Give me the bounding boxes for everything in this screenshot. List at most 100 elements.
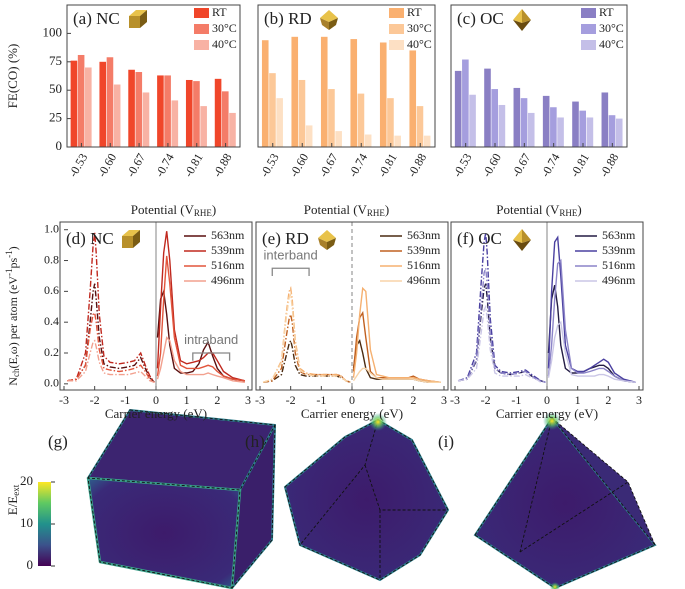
bar bbox=[77, 54, 85, 147]
electron-curve bbox=[352, 367, 441, 383]
x-tick-label: -0.81 bbox=[181, 151, 206, 180]
bar bbox=[85, 67, 92, 147]
x-tick-label: -1 bbox=[511, 393, 521, 407]
bar bbox=[229, 112, 236, 147]
bar bbox=[364, 134, 372, 147]
x-tick-label: -0.74 bbox=[538, 151, 563, 180]
hole-curve bbox=[262, 338, 351, 383]
bar bbox=[298, 79, 306, 147]
legend-label: 516nm bbox=[407, 258, 441, 272]
electron-curve bbox=[156, 336, 245, 383]
y-tick-label: 0 bbox=[56, 138, 63, 153]
electron-curve bbox=[547, 235, 637, 383]
bar bbox=[423, 135, 431, 147]
panel-title: (c) OC bbox=[457, 9, 504, 28]
legend-label: 563nm bbox=[602, 228, 636, 242]
panel-label: (g) bbox=[48, 432, 68, 451]
legend-swatch bbox=[581, 8, 596, 18]
label-part: ch bbox=[11, 368, 21, 377]
x-tick-label: -2 bbox=[481, 393, 491, 407]
axis-label: Potential (VRHE) bbox=[131, 202, 217, 218]
label-part: E/E bbox=[5, 496, 20, 516]
bar bbox=[157, 75, 164, 147]
bar bbox=[601, 92, 609, 147]
plot-frame bbox=[66, 4, 241, 148]
icon bbox=[122, 230, 140, 236]
bar bbox=[276, 98, 283, 147]
electron-curve bbox=[352, 286, 441, 383]
legend-label: 563nm bbox=[407, 228, 441, 242]
x-tick-label: 0 bbox=[544, 393, 550, 407]
bar bbox=[454, 70, 462, 147]
hole-curve bbox=[457, 267, 546, 383]
bar bbox=[557, 117, 564, 147]
legend-swatch bbox=[194, 40, 209, 50]
electron-curve bbox=[156, 231, 246, 382]
x-tick-label: -2 bbox=[286, 393, 296, 407]
label-part: (E,ω) per atom (eV bbox=[6, 276, 20, 369]
y-tick-label: 0.8 bbox=[44, 252, 59, 266]
electron-curve bbox=[547, 320, 636, 383]
bar bbox=[615, 118, 623, 147]
panel-title: (e) RD bbox=[262, 229, 309, 248]
x-axis-label: Carrier energy (eV) bbox=[301, 406, 403, 421]
x-tick-label: -3 bbox=[450, 393, 460, 407]
x-tick-label: -0.60 bbox=[479, 151, 504, 180]
bar bbox=[221, 91, 229, 147]
legend-label: 30°C bbox=[407, 21, 432, 35]
legend-swatch bbox=[389, 40, 404, 50]
bar bbox=[542, 95, 550, 147]
icon bbox=[318, 230, 336, 242]
electron-curve bbox=[547, 258, 636, 383]
plot-frame bbox=[257, 4, 436, 148]
bar bbox=[113, 84, 121, 147]
hole-curve bbox=[66, 283, 155, 383]
legend-swatch bbox=[194, 8, 209, 18]
colorbar-tick-label: 0 bbox=[27, 557, 34, 572]
x-tick-label: -0.88 bbox=[597, 151, 622, 180]
legend-label: 40°C bbox=[407, 37, 432, 51]
legend-label: 496nm bbox=[407, 273, 441, 287]
hole-curve bbox=[457, 304, 546, 383]
hole-curve bbox=[262, 292, 351, 383]
legend-label: 539nm bbox=[211, 243, 245, 257]
icon bbox=[513, 229, 522, 243]
bar bbox=[335, 131, 342, 147]
octahedron-field-map bbox=[473, 412, 657, 589]
icon bbox=[320, 18, 329, 30]
plot-frame bbox=[450, 221, 644, 391]
x-tick-label: 1 bbox=[380, 393, 386, 407]
bar bbox=[527, 112, 535, 147]
label-part: Potential (V bbox=[131, 202, 195, 217]
legend-label: RT bbox=[407, 5, 422, 19]
icon bbox=[320, 10, 338, 22]
colorbar bbox=[38, 482, 51, 566]
bar bbox=[214, 78, 222, 147]
x-tick-label: 1 bbox=[575, 393, 581, 407]
bar bbox=[291, 36, 299, 147]
bar bbox=[185, 79, 193, 147]
label-part: RHE bbox=[559, 208, 578, 218]
x-tick-label: -1 bbox=[120, 393, 130, 407]
legend-label: 40°C bbox=[599, 37, 624, 51]
panel-title: (f) OC bbox=[457, 229, 502, 248]
x-tick-label: 2 bbox=[410, 393, 416, 407]
x-tick-label: -0.74 bbox=[152, 151, 177, 180]
icon bbox=[140, 10, 147, 28]
x-tick-label: 2 bbox=[605, 393, 611, 407]
legend-label: 496nm bbox=[602, 273, 636, 287]
bar bbox=[328, 89, 335, 147]
bar bbox=[135, 72, 143, 147]
x-tick-label: 3 bbox=[245, 393, 251, 407]
legend-label: 496nm bbox=[211, 273, 245, 287]
bar bbox=[261, 40, 269, 147]
annotation-bracket bbox=[271, 267, 310, 276]
icon bbox=[129, 10, 147, 16]
colorbar-label: E/Eext bbox=[5, 484, 21, 515]
bar bbox=[586, 117, 594, 147]
legend-label: RT bbox=[212, 5, 227, 19]
x-tick-label: -0.60 bbox=[95, 151, 120, 180]
hole-curve bbox=[262, 311, 351, 383]
legend-swatch bbox=[389, 24, 404, 34]
bar bbox=[99, 61, 107, 147]
